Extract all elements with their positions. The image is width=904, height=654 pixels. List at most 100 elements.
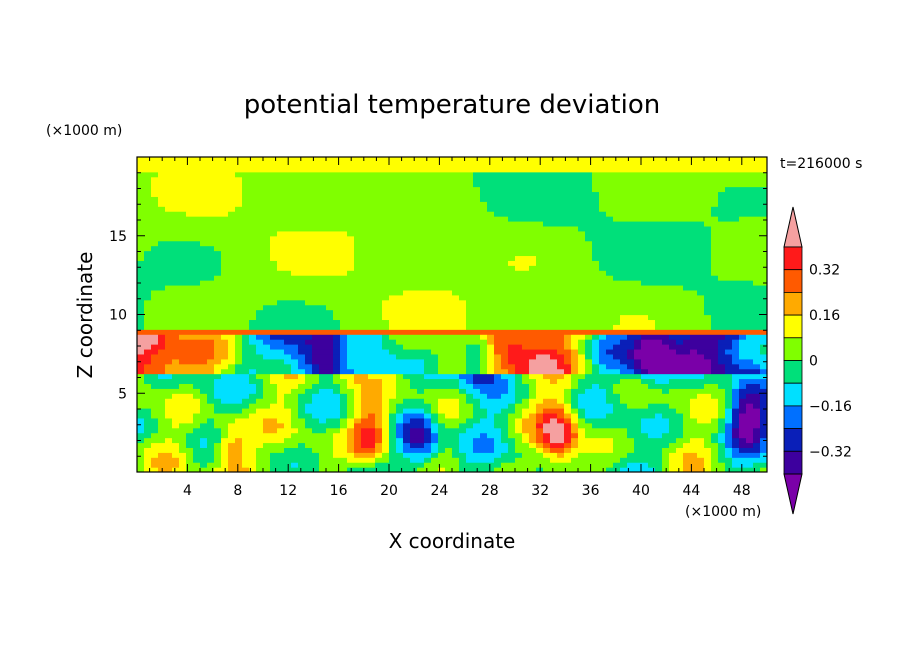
- field-cell: [277, 368, 285, 375]
- field-cell: [578, 294, 586, 301]
- field-cell: [221, 334, 229, 340]
- field-cell: [368, 166, 376, 173]
- field-cell: [459, 230, 467, 237]
- field-cell: [613, 211, 621, 217]
- field-cell: [480, 186, 488, 193]
- field-cell: [641, 181, 649, 188]
- field-cell: [151, 348, 159, 355]
- field-cell: [179, 161, 187, 168]
- field-cell: [550, 417, 558, 424]
- field-cell: [375, 206, 383, 212]
- field-cell: [347, 225, 355, 232]
- field-cell: [508, 457, 516, 463]
- field-cell: [221, 408, 229, 414]
- field-cell: [564, 314, 572, 321]
- field-cell: [375, 383, 383, 389]
- field-cell: [403, 324, 411, 330]
- field-cell: [438, 393, 446, 399]
- field-cell: [368, 275, 376, 281]
- field-cell: [165, 171, 173, 178]
- field-cell: [298, 368, 306, 375]
- field-cell: [578, 388, 586, 394]
- field-cell: [403, 467, 411, 472]
- field-cell: [550, 353, 558, 360]
- field-cell: [592, 176, 600, 183]
- field-cell: [536, 339, 544, 345]
- field-cell: [396, 186, 404, 193]
- field-cell: [221, 447, 229, 453]
- field-cell: [571, 299, 579, 306]
- field-cell: [410, 408, 418, 414]
- field-cell: [501, 452, 509, 458]
- field-cell: [466, 309, 474, 316]
- field-cell: [396, 181, 404, 188]
- field-cell: [648, 348, 656, 355]
- field-cell: [277, 176, 285, 183]
- field-cell: [564, 289, 572, 296]
- field-cell: [298, 255, 306, 261]
- field-cell: [144, 388, 152, 394]
- field-cell: [634, 240, 642, 247]
- field-cell: [550, 191, 558, 197]
- field-cell: [648, 171, 656, 178]
- field-cell: [529, 275, 537, 281]
- field-cell: [494, 240, 502, 247]
- field-cell: [648, 403, 656, 409]
- field-cell: [417, 388, 425, 394]
- field-cell: [270, 191, 278, 197]
- field-cell: [410, 171, 418, 178]
- field-cell: [291, 299, 299, 306]
- field-cell: [186, 383, 194, 389]
- field-cell: [354, 348, 362, 355]
- field-cell: [263, 339, 271, 345]
- field-cell: [662, 353, 670, 360]
- field-cell: [438, 196, 446, 202]
- field-cell: [186, 348, 194, 355]
- field-cell: [473, 265, 481, 271]
- field-cell: [151, 368, 159, 375]
- field-cell: [522, 334, 530, 340]
- field-cell: [319, 181, 327, 188]
- field-cell: [151, 157, 159, 163]
- field-cell: [326, 196, 334, 202]
- field-cell: [193, 393, 201, 399]
- field-cell: [445, 388, 453, 394]
- field-cell: [137, 412, 145, 419]
- field-cell: [221, 427, 229, 434]
- field-cell: [158, 403, 166, 409]
- field-cell: [326, 368, 334, 375]
- field-cell: [298, 181, 306, 188]
- field-cell: [165, 176, 173, 183]
- field-cell: [333, 220, 341, 227]
- field-cell: [389, 373, 397, 380]
- field-cell: [137, 176, 145, 183]
- field-cell: [319, 363, 327, 370]
- field-cell: [193, 260, 201, 266]
- field-cell: [235, 206, 243, 212]
- field-cell: [445, 225, 453, 232]
- field-cell: [431, 275, 439, 281]
- field-cell: [242, 265, 250, 271]
- field-cell: [606, 211, 614, 217]
- field-cell: [389, 201, 397, 207]
- field-cell: [207, 412, 215, 419]
- field-cell: [179, 373, 187, 380]
- field-cell: [634, 280, 642, 286]
- field-cell: [354, 363, 362, 370]
- field-cell: [165, 393, 173, 399]
- field-cell: [298, 442, 306, 448]
- field-cell: [326, 427, 334, 434]
- field-cell: [501, 368, 509, 375]
- field-cell: [228, 383, 236, 389]
- field-cell: [599, 339, 607, 345]
- field-cell: [466, 225, 474, 232]
- field-cell: [228, 368, 236, 375]
- field-cell: [186, 225, 194, 232]
- field-cell: [403, 373, 411, 380]
- field-cell: [529, 157, 537, 163]
- field-cell: [620, 432, 628, 439]
- field-cell: [165, 408, 173, 414]
- field-cell: [550, 299, 558, 306]
- field-cell: [172, 309, 180, 316]
- field-cell: [179, 403, 187, 409]
